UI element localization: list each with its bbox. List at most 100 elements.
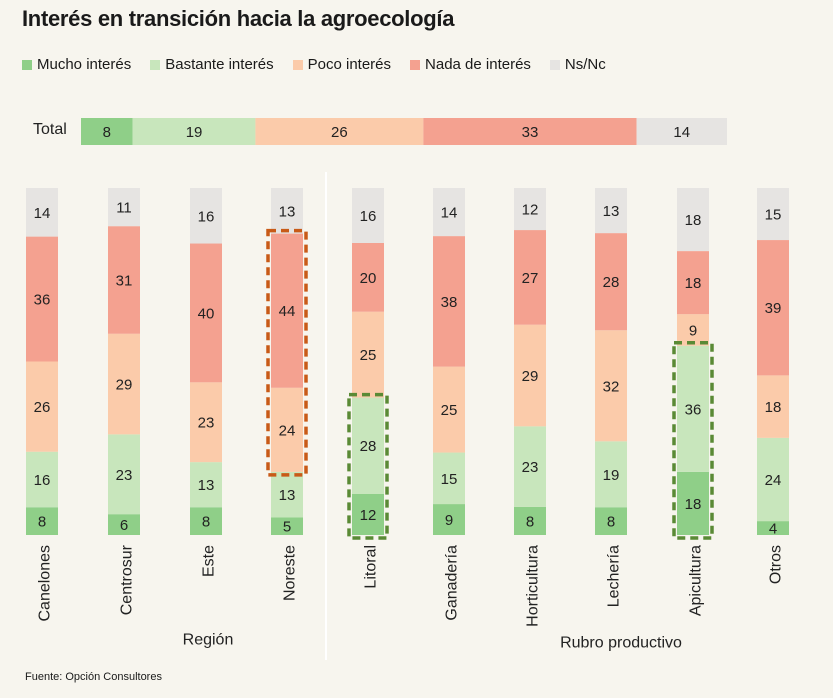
bar-value-este-poco: 23 [198,415,215,432]
bar-segment-noreste-bastante [271,471,303,518]
legend-item-poco: Poco interés [292,56,392,73]
bar-value-lechería-mucho: 8 [607,514,615,531]
bar-value-este-mucho: 8 [202,514,210,531]
bar-value-ganadería-bastante: 15 [441,471,458,488]
bar-value-este-nsnc: 16 [198,208,215,225]
bar-value-horticultura-poco: 29 [522,368,539,385]
total-value-nsnc: 14 [673,124,690,141]
bar-value-ganadería-nada: 38 [441,294,458,311]
bar-segment-lechería-nsnc [595,188,627,234]
group-label-region: Región [183,632,234,649]
bar-value-litoral-nsnc: 16 [360,208,377,225]
bar-value-centrosur-bastante: 23 [116,467,133,484]
bar-value-canelones-poco: 26 [34,399,51,416]
bar-value-otros-poco: 18 [765,399,782,416]
bar-value-ganadería-mucho: 9 [445,512,453,529]
bar-segment-otros-poco [757,375,789,438]
highlight-box-apicultura [672,340,714,540]
bar-value-canelones-mucho: 8 [38,514,46,531]
bar-segment-este-nsnc [190,188,222,244]
bar-value-noreste-mucho: 5 [283,519,291,536]
bar-value-centrosur-mucho: 6 [120,517,128,534]
category-label-canelones: Canelones [37,545,54,622]
bar-value-este-bastante: 13 [198,477,215,494]
bar-value-apicultura-poco: 9 [689,322,697,339]
bar-value-horticultura-mucho: 8 [526,513,534,530]
legend-label-nsnc: Ns/Nc [564,56,606,73]
bar-value-noreste-nsnc: 13 [279,203,296,220]
bar-value-noreste-bastante: 13 [279,487,296,504]
bar-value-horticultura-nada: 27 [522,270,539,287]
bar-value-apicultura-nada: 18 [685,275,702,292]
bar-segment-este-bastante [190,462,222,508]
bar-value-canelones-nada: 36 [34,292,51,309]
bar-segment-ganadería-bastante [433,452,465,505]
legend-label-poco: Poco interés [307,56,392,73]
bar-segment-centrosur-nada [108,226,140,334]
category-label-litoral: Litoral [363,545,380,589]
total-value-nada: 33 [522,124,539,141]
bar-value-centrosur-poco: 29 [116,377,133,394]
category-label-horticultura: Horticultura [525,545,542,627]
bar-value-este-nada: 40 [198,305,215,322]
bar-segment-apicultura-nsnc [677,188,709,252]
bar-value-lechería-nada: 28 [603,274,620,291]
bar-value-noreste-nada: 44 [279,303,296,320]
group-label-rubro: Rubro productivo [560,635,682,652]
legend-swatch-bastante [150,59,161,70]
bar-segment-centrosur-mucho [108,514,140,535]
total-segment-mucho [81,118,133,145]
bar-value-centrosur-nada: 31 [116,272,133,289]
bar-segment-canelones-poco [26,361,58,452]
legend: Mucho interés Bastante interés Poco interé… [22,56,625,73]
highlight-box-noreste [266,228,308,477]
bar-value-ganadería-nsnc: 14 [441,205,458,222]
bar-segment-otros-nsnc [757,188,789,241]
total-segment-nsnc [636,118,727,145]
legend-label-nada: Nada de interés [425,56,531,73]
total-label: Total [33,121,67,138]
bar-segment-litoral-poco [352,311,384,398]
bar-segment-apicultura-poco [677,314,709,346]
bar-segment-apicultura-mucho [677,471,709,535]
legend-swatch-nada [410,59,421,70]
category-label-lechería: Lechería [606,545,623,607]
bar-segment-otros-nada [757,240,789,376]
bar-value-horticultura-bastante: 23 [522,459,539,476]
bar-segment-noreste-nsnc [271,188,303,234]
bar-value-centrosur-nsnc: 11 [116,200,132,217]
category-label-centrosur: Centrosur [119,544,136,615]
bar-segment-horticultura-poco [514,324,546,427]
bar-segment-ganadería-mucho [433,504,465,535]
bar-segment-ganadería-nada [433,236,465,367]
bar-segment-noreste-mucho [271,517,303,535]
bar-segment-canelones-bastante [26,451,58,508]
bar-segment-litoral-bastante [352,397,384,494]
bar-segment-noreste-poco [271,387,303,472]
legend-item-mucho: Mucho interés [22,56,131,73]
bar-value-apicultura-nsnc: 18 [685,212,702,229]
bar-segment-horticultura-bastante [514,426,546,507]
bar-segment-noreste-nada [271,233,303,388]
bar-segment-centrosur-bastante [108,434,140,515]
bar-value-noreste-poco: 24 [279,422,296,439]
bar-value-otros-nsnc: 15 [765,207,782,224]
category-label-apicultura: Apicultura [688,545,705,616]
bar-segment-litoral-nsnc [352,188,384,243]
bar-segment-centrosur-nsnc [108,188,140,227]
bar-segment-lechería-nada [595,233,627,331]
bar-value-otros-bastante: 24 [765,472,782,489]
bar-value-lechería-poco: 32 [603,378,620,395]
bar-value-lechería-nsnc: 13 [603,203,620,220]
legend-label-bastante: Bastante interés [165,56,274,73]
total-value-mucho: 8 [103,124,111,141]
bar-segment-canelones-nsnc [26,188,58,237]
bar-value-canelones-nsnc: 14 [34,205,51,222]
legend-swatch-mucho [22,59,32,70]
bar-segment-horticultura-mucho [514,506,546,535]
legend-item-bastante: Bastante interés [150,56,274,73]
bar-segment-canelones-nada [26,236,58,362]
bar-segment-litoral-nada [352,242,384,312]
legend-swatch-nsnc [549,59,560,70]
